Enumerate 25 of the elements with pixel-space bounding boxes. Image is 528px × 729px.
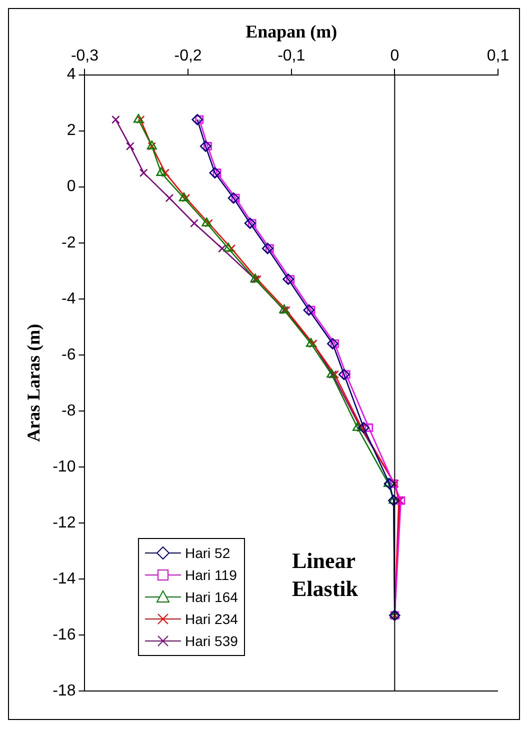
y-tick-label: -6 [61, 346, 76, 364]
legend-label: Hari 539 [185, 633, 238, 649]
y-tick-label: -14 [52, 570, 76, 588]
x-tick-label: 0 [390, 48, 400, 65]
y-tick-label: -8 [61, 402, 76, 420]
x-tick-label: 0,1 [486, 48, 510, 65]
legend-label: Hari 52 [185, 545, 230, 561]
x-tick-label: -0,1 [278, 48, 306, 65]
y-tick-label: -12 [52, 514, 76, 532]
y-tick-label: -4 [61, 290, 76, 308]
x-tick-label: -0,3 [70, 48, 99, 65]
y-tick-label: -10 [52, 458, 76, 476]
y-axis-title: Aras Laras (m) [23, 324, 44, 442]
legend-label: Hari 234 [185, 611, 238, 627]
legend-label: Hari 119 [185, 567, 237, 583]
y-tick-label: -18 [52, 682, 76, 700]
x-axis-title: Enapan (m) [246, 21, 338, 42]
y-tick-label: -2 [61, 234, 76, 252]
legend-label: Hari 164 [185, 589, 238, 605]
y-tick-label: 2 [66, 122, 76, 140]
x-tick-label: -0,2 [174, 48, 202, 65]
y-tick-label: -16 [52, 626, 76, 644]
y-tick-label: 0 [66, 178, 76, 196]
y-tick-label: 4 [66, 66, 76, 84]
annotation: Linear Elastik [292, 547, 360, 603]
